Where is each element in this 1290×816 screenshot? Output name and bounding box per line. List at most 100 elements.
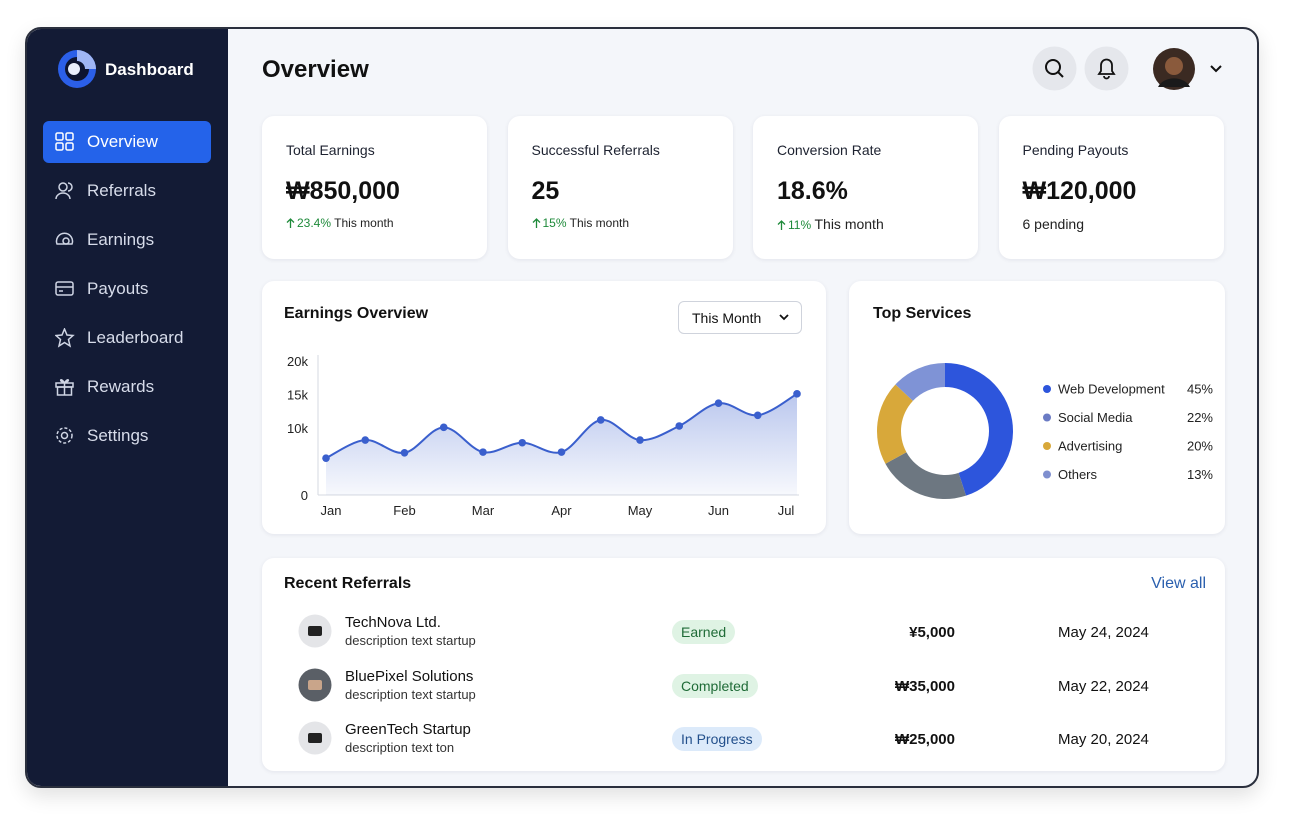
- legend-swatch: [1043, 413, 1051, 422]
- referral-date: May 20, 2024: [1058, 731, 1149, 748]
- period-dropdown[interactable]: This Month: [678, 301, 802, 334]
- stat-label: Pending Payouts: [1022, 142, 1129, 158]
- referral-amount: ¥5,000: [909, 624, 955, 641]
- line-point: [636, 436, 644, 444]
- stat-change: 23.4%: [297, 216, 332, 230]
- nav-item[interactable]: Referrals: [43, 170, 211, 212]
- legend-label: Advertising: [1058, 439, 1122, 454]
- user-menu-chevron[interactable]: [1208, 62, 1224, 76]
- legend-value: 20%: [1187, 439, 1213, 454]
- section-title: Recent Referrals: [284, 575, 412, 592]
- app-window: Dashboard Overview Referrals Earnings Payou…: [25, 27, 1259, 788]
- legend-label: Social Media: [1058, 410, 1133, 425]
- referral-description: description text startup: [345, 633, 476, 648]
- stat-note: 11% This month: [777, 216, 884, 232]
- legend-value: 45%: [1187, 382, 1213, 397]
- donut-segment: [877, 384, 913, 464]
- donut-segment: [945, 363, 1013, 496]
- up-arrow: [286, 218, 295, 228]
- legend-value: 22%: [1187, 410, 1213, 425]
- referral-name: GreenTech Startup: [345, 721, 471, 738]
- line-point: [518, 438, 527, 447]
- referral-name: TechNova Ltd.: [345, 614, 441, 631]
- up-arrow: [532, 218, 540, 228]
- services-card: Top Services: [849, 281, 1225, 534]
- stat-label: Successful Referrals: [531, 142, 660, 158]
- nav-icon: [55, 328, 75, 348]
- stat-value: ₩850,000: [286, 177, 400, 205]
- line-point: [793, 390, 801, 398]
- referral-row: TechNova Ltd. description text startup Ear…: [262, 614, 1225, 658]
- y-tick-label: 20k: [287, 354, 308, 369]
- stat-note: 15% This month: [532, 216, 630, 230]
- nav-icon: [55, 132, 74, 151]
- nav-item[interactable]: Rewards: [43, 366, 211, 408]
- stat-note: 6 pending: [1023, 216, 1085, 232]
- stat-note-text: This month: [334, 216, 394, 230]
- nav-label: Settings: [87, 426, 149, 445]
- y-tick-label: 10k: [287, 421, 308, 436]
- charts: 0 10k 15k 20k Jan Feb Mar Apr May Jun Jul Web Devel…: [287, 354, 1213, 518]
- nav-icon: [55, 232, 74, 245]
- referral-avatar: [298, 721, 332, 755]
- line-area: [326, 393, 797, 495]
- nav-label: Payouts: [87, 279, 149, 298]
- line-point: [557, 448, 566, 456]
- x-tick-label: Mar: [472, 503, 495, 518]
- nav-item[interactable]: Earnings: [43, 219, 211, 261]
- dropdown-label: This Month: [692, 310, 762, 326]
- line-point: [322, 454, 330, 462]
- referral-amount: ₩35,000: [894, 677, 955, 695]
- referral-row: BluePixel Solutions description text star…: [262, 668, 1225, 712]
- x-tick-label: Jan: [321, 503, 342, 518]
- nav-item[interactable]: Settings: [43, 415, 211, 457]
- stat-card: Conversion Rate 18.6% 11% This month: [753, 116, 978, 259]
- stat-note-text: This month: [814, 216, 884, 232]
- stat-change: 11%: [788, 218, 812, 232]
- search-button[interactable]: [1032, 46, 1077, 91]
- nav-item[interactable]: Payouts: [43, 268, 211, 310]
- referral-description: description text ton: [345, 740, 455, 755]
- donut-segment: [895, 363, 945, 401]
- referral-date: May 22, 2024: [1058, 677, 1149, 695]
- x-tick-label: May: [628, 503, 653, 518]
- stat-label: Conversion Rate: [777, 142, 882, 158]
- dropdown-chevron: [779, 314, 789, 321]
- line-point: [361, 436, 370, 444]
- referrals-card: Recent Referrals View all TechNova Ltd. d…: [262, 558, 1225, 771]
- x-tick-label: Jul: [778, 503, 795, 518]
- donut-segment: [885, 452, 967, 499]
- legend-label: Web Development: [1058, 382, 1165, 397]
- stat-card: Total Earnings ₩850,000 23.4% This month: [262, 116, 487, 259]
- stat-note: 23.4% This month: [286, 216, 394, 230]
- chart-title: Earnings Overview: [284, 305, 429, 322]
- stat-note-text: This month: [569, 216, 630, 230]
- legend-value: 13%: [1187, 467, 1213, 482]
- line-point: [675, 422, 684, 430]
- x-tick-label: Feb: [393, 503, 415, 518]
- line-point: [400, 448, 409, 457]
- nav-item[interactable]: Leaderboard: [43, 317, 211, 359]
- line-point: [714, 399, 723, 408]
- nav-icon: [56, 427, 73, 444]
- nav-icon: [55, 379, 74, 396]
- x-tick-label: Apr: [551, 503, 572, 518]
- nav-label: Earnings: [87, 230, 155, 249]
- view-all-link[interactable]: View all: [1151, 575, 1206, 592]
- stat-value: ₩120,000: [1022, 177, 1137, 205]
- nav-icon: [55, 182, 73, 200]
- notification-button[interactable]: [1084, 46, 1129, 91]
- stat-label: Total Earnings: [286, 142, 375, 158]
- nav-item[interactable]: Overview: [43, 121, 211, 163]
- nav-label: Referrals: [87, 181, 156, 200]
- stat-note-text: 6 pending: [1022, 216, 1085, 232]
- logo: [58, 50, 96, 88]
- nav-label: Leaderboard: [87, 328, 184, 347]
- referral-avatar: [298, 668, 332, 701]
- user-avatar[interactable]: [1152, 47, 1196, 91]
- nav-icon: [55, 281, 74, 296]
- page-title: Overview: [262, 56, 369, 83]
- status-pill: Completed: [672, 673, 758, 698]
- referral-avatar: [298, 614, 332, 648]
